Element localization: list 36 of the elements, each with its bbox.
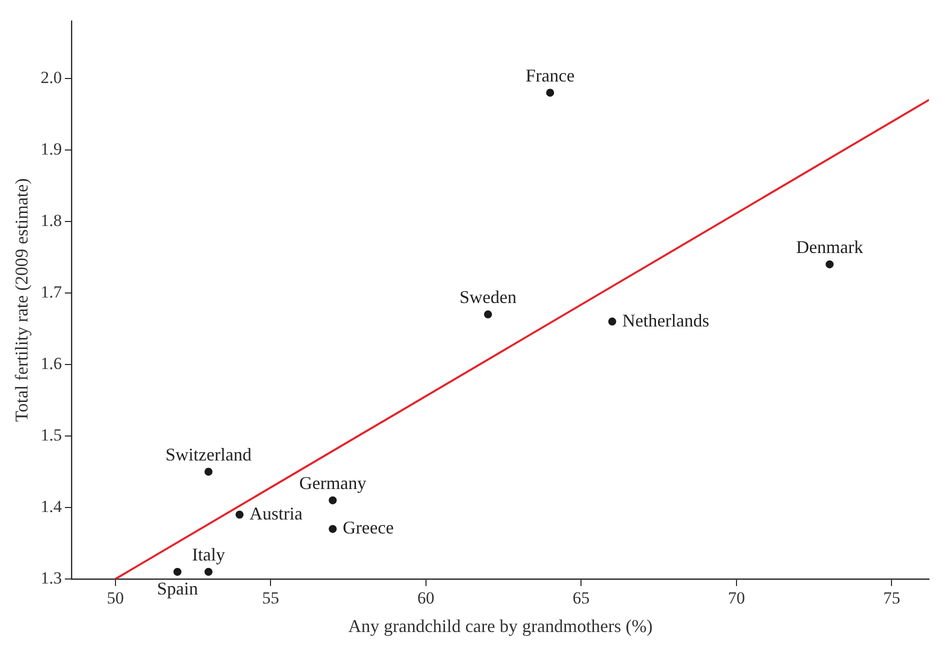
x-tick-label: 55: [262, 588, 280, 608]
x-tick-label: 50: [106, 588, 124, 608]
annotation: Greece: [342, 518, 394, 538]
y-tick-label: 1.8: [40, 210, 62, 230]
annotation: Germany: [299, 473, 366, 494]
annotation: Switzerland: [166, 444, 252, 464]
x-tick-label: 70: [728, 588, 745, 608]
point: [204, 568, 212, 576]
y-tick-label: 1.7: [40, 282, 62, 302]
annotation: Sweden: [460, 287, 517, 308]
point: [826, 260, 834, 268]
y-tick-label: 1.9: [40, 139, 62, 158]
x-tick-label: 75: [883, 588, 900, 608]
point: [608, 318, 616, 326]
point: [236, 510, 244, 519]
y-tick-label: 1.5: [40, 425, 62, 444]
y-axis-title: Total fertility rate (2009 estimate): [12, 178, 32, 422]
y-tick-label: 1.4: [40, 496, 62, 516]
annotation: France: [526, 65, 575, 86]
y-tick-label: 1.6: [40, 354, 62, 373]
x-tick-label: 60: [417, 588, 434, 608]
annotation: Italy: [192, 544, 225, 565]
x-axis-title: Any grandchild care by grandmothers (%): [348, 616, 653, 636]
y-tick-label: 2.0: [40, 68, 62, 87]
x-tick-label: 65: [572, 588, 590, 608]
point: [204, 468, 212, 476]
point: [173, 568, 182, 576]
annotation: Spain: [156, 578, 198, 599]
point: [328, 524, 337, 533]
point: [328, 496, 337, 504]
annotation: Netherlands: [622, 310, 710, 330]
y-tick-label: 1.3: [40, 568, 62, 588]
annotation: Denmark: [796, 237, 864, 258]
point: [484, 310, 492, 318]
point: [546, 88, 554, 97]
annotation: Austria: [250, 503, 303, 524]
